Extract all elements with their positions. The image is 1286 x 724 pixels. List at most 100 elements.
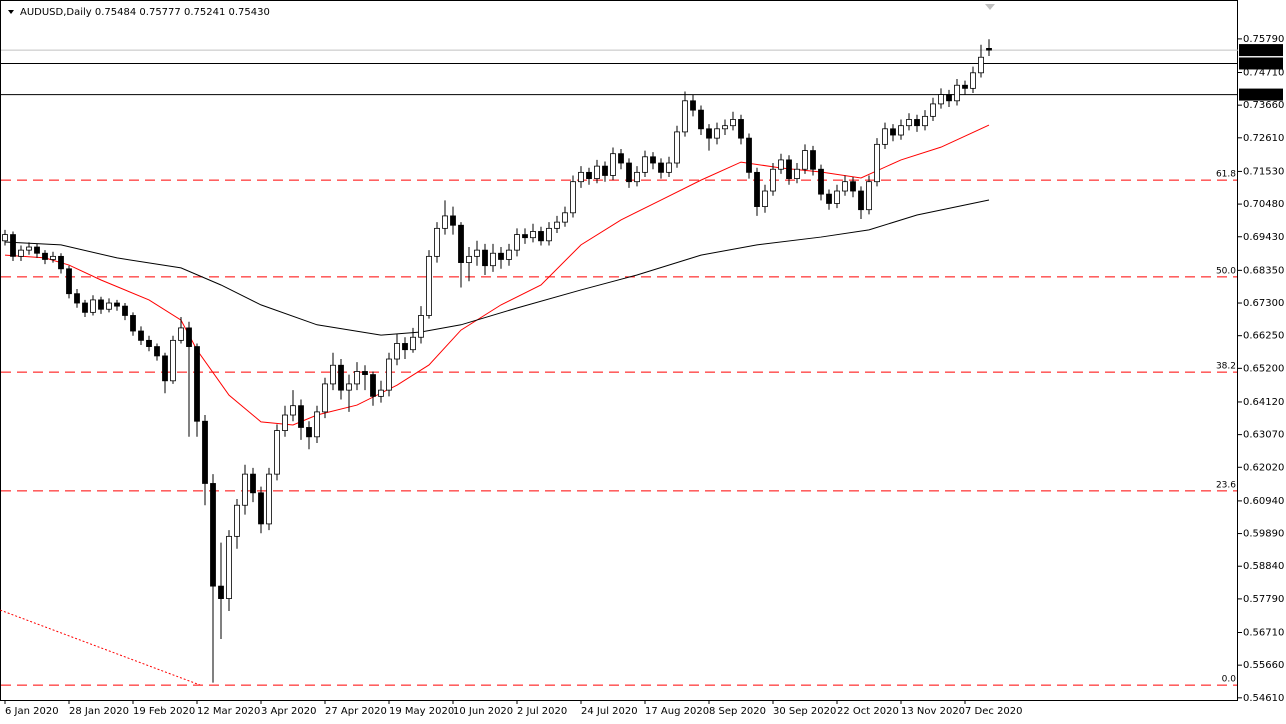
candle-body: [698, 109, 704, 130]
y-tick-label: 0.62020: [1243, 462, 1284, 473]
plot-frame: [0, 0, 1238, 701]
candle-body: [498, 252, 504, 260]
price-box-label: 0.75000: [1242, 58, 1283, 69]
candle-body: [690, 100, 696, 111]
candle-body: [858, 190, 864, 211]
candle-body: [946, 94, 952, 102]
candle-body: [114, 302, 120, 307]
candle-body: [586, 171, 592, 179]
candle-body: [730, 119, 736, 127]
candle-body: [202, 420, 208, 484]
fib-label: 50.0: [1216, 266, 1236, 276]
fib-label: 61.8: [1216, 170, 1236, 180]
shift-marker: [985, 4, 995, 10]
y-tick-label: 0.64120: [1243, 397, 1284, 408]
x-tick-label: 24 Jul 2020: [581, 706, 638, 717]
y-tick-label: 0.54610: [1243, 693, 1284, 704]
x-tick-label: 19 May 2020: [389, 706, 454, 717]
candle-body: [354, 371, 360, 385]
candle-body: [682, 100, 688, 133]
candle-body: [242, 473, 248, 506]
candle-body: [82, 302, 88, 313]
candle-body: [362, 371, 368, 375]
y-tick-label: 0.70480: [1243, 199, 1284, 210]
candle-body: [442, 215, 448, 229]
candle-body: [674, 131, 680, 164]
moving-average: [4, 199, 990, 336]
candle-body: [802, 150, 808, 170]
y-tick-label: 0.58840: [1243, 561, 1284, 572]
candle-body: [34, 246, 40, 254]
candle-body: [42, 252, 48, 260]
candle-body: [90, 299, 96, 313]
candle-body: [122, 305, 128, 316]
candle-body: [130, 315, 136, 332]
candle-body: [522, 234, 528, 239]
candle-body: [26, 246, 32, 251]
candle-body: [410, 336, 416, 351]
x-tick-label: 10 Jun 2020: [453, 706, 513, 717]
x-tick-label: 7 Dec 2020: [965, 706, 1023, 717]
candle-body: [714, 128, 720, 139]
candle-body: [594, 165, 600, 179]
candle-body: [266, 473, 272, 525]
candle-body: [346, 383, 352, 391]
candle-body: [66, 268, 72, 295]
candle-body: [138, 330, 144, 341]
x-tick-label: 13 Nov 2020: [901, 706, 965, 717]
candle-body: [210, 483, 216, 587]
candle-body: [762, 190, 768, 207]
candle-body: [2, 234, 8, 242]
candle-body: [970, 72, 976, 89]
candle-body: [954, 84, 960, 102]
candle-body: [850, 181, 856, 192]
y-tick-label: 0.66250: [1243, 331, 1284, 342]
candle-body: [450, 215, 456, 226]
x-tick-label: 2 Jul 2020: [517, 706, 567, 717]
fib-label: 23.6: [1216, 480, 1236, 490]
candle-body: [810, 150, 816, 170]
candle-body: [418, 315, 424, 338]
candle-body: [490, 252, 496, 267]
candle-body: [170, 339, 176, 382]
price-box-label: 0.75430: [1242, 45, 1283, 56]
candle-body: [618, 153, 624, 164]
candle-body: [834, 190, 840, 204]
candle-body: [610, 153, 616, 176]
trend-line: [0, 609, 201, 686]
candle-body: [738, 119, 744, 139]
candle-body: [106, 302, 112, 310]
candle-body: [434, 227, 440, 257]
candle-body: [162, 355, 168, 382]
candle-body: [178, 327, 184, 341]
candle-body: [458, 224, 464, 263]
moving-average: [4, 124, 990, 426]
candle-body: [882, 128, 888, 145]
candle-body: [234, 504, 240, 537]
candle-body: [274, 430, 280, 475]
candle-body: [226, 535, 232, 599]
y-tick-label: 0.73660: [1243, 100, 1284, 111]
y-tick-label: 0.69430: [1243, 232, 1284, 243]
candle-body: [578, 171, 584, 183]
candle-body: [506, 249, 512, 260]
candle-body: [626, 162, 632, 183]
candle-body: [930, 103, 936, 117]
candle-body: [10, 234, 16, 257]
y-tick-label: 0.68350: [1243, 265, 1284, 276]
candle-body: [258, 492, 264, 525]
candle-body: [986, 48, 992, 51]
candle-body: [18, 249, 24, 257]
candle-body: [218, 585, 224, 599]
x-tick-label: 22 Oct 2020: [837, 706, 899, 717]
candle-body: [306, 427, 312, 438]
candle-body: [394, 343, 400, 360]
candle-body: [650, 156, 656, 164]
chart-title: AUDUSD,Daily 0.75484 0.75777 0.75241 0.7…: [20, 7, 270, 18]
x-tick-label: 28 Jan 2020: [69, 706, 129, 717]
x-tick-label: 6 Jan 2020: [5, 706, 59, 717]
menu-arrow[interactable]: [8, 10, 14, 14]
candle-body: [250, 473, 256, 494]
candle-body: [770, 168, 776, 192]
candle-body: [898, 125, 904, 136]
